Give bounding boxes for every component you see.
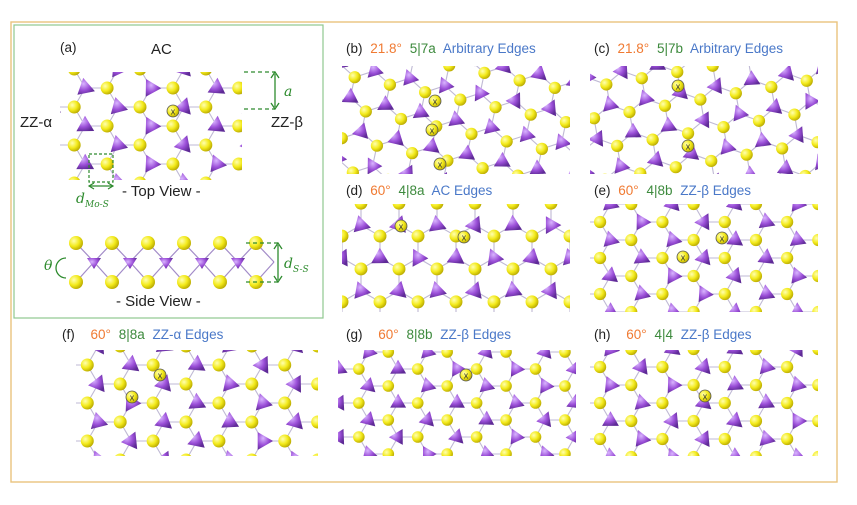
panel-d-angle: 60° (370, 183, 390, 198)
panel-c-defect-markers: xx (671, 79, 695, 153)
panel-b-edge: Arbitrary Edges (443, 41, 536, 56)
svg-text:x: x (686, 142, 691, 152)
panel-c-defect: 5|7b (657, 41, 683, 56)
panel-d-edge: AC Edges (432, 183, 493, 198)
panel-e-title: (e) 60° 4|8b ZZ-β Edges (594, 183, 751, 198)
svg-text:x: x (720, 234, 725, 244)
panel-g-defect: 8|8b (406, 327, 432, 342)
panel-c-angle: 21.8° (618, 41, 650, 56)
angle-symbol: θ (44, 258, 53, 274)
panel-h-defect-markers: x (698, 389, 712, 403)
bond-subscript: Mo-S (84, 200, 109, 210)
dim-a-arrowheads (270, 70, 280, 111)
height-subscript: S-S (293, 265, 309, 275)
svg-text:x: x (438, 160, 443, 170)
panel-b: (b) 21.8° 5|7a Arbitrary Edges x x x (342, 41, 570, 174)
panel-d-defect: 4|8a (398, 183, 425, 198)
panel-h-label: (h) (594, 327, 611, 342)
panel-a-label: (a) (60, 40, 77, 55)
lattice-constant-symbol: a (284, 84, 292, 100)
panel-f-defect-markers: xx (125, 368, 167, 404)
panel-d-lattice (342, 204, 570, 312)
panel-e-defect: 4|8b (646, 183, 672, 198)
panel-f-defect: 8|8a (119, 327, 146, 342)
panel-e-angle: 60° (618, 183, 638, 198)
svg-text:x: x (158, 371, 163, 381)
svg-text:x: x (433, 97, 438, 107)
svg-text:x: x (171, 107, 176, 117)
ac-label: AC (151, 41, 172, 58)
panel-c-lattice (590, 66, 818, 174)
panel-b-label: (b) (346, 41, 363, 56)
svg-text:x: x (462, 233, 467, 243)
panel-f-angle: 60° (91, 327, 111, 342)
top-view-lattice (60, 72, 242, 180)
svg-text:x: x (399, 222, 404, 232)
panel-h-edge: ZZ-β Edges (681, 327, 752, 342)
panel-e: (e) 60° 4|8b ZZ-β Edges xx (590, 183, 818, 312)
panel-g-angle: 60° (378, 327, 398, 342)
svg-text:x: x (130, 393, 135, 403)
bond-arrowheads (87, 182, 115, 190)
svg-text:x: x (676, 82, 681, 92)
panel-g-label: (g) (346, 327, 363, 342)
panel-c-edge: Arbitrary Edges (690, 41, 783, 56)
side-view-lattice (69, 236, 275, 289)
svg-text:x: x (681, 253, 686, 263)
panel-h-title: (h) 60° 4|4 ZZ-β Edges (594, 327, 752, 342)
panel-b-defect-markers: x x x (425, 94, 447, 171)
panel-c: (c) 21.8° 5|7b Arbitrary Edges xx (590, 41, 818, 174)
panel-e-edge: ZZ-β Edges (680, 183, 751, 198)
panel-d-title: (d) 60° 4|8a AC Edges (346, 183, 493, 198)
zz-alpha-label: ZZ-α (20, 114, 52, 131)
panel-e-defect-markers: xx (676, 231, 729, 264)
panel-a-frame (13, 24, 324, 319)
top-view-defect-markers: x (166, 104, 180, 118)
outer-frame (10, 21, 838, 483)
top-view-caption: - Top View - (122, 183, 201, 200)
panel-b-title: (b) 21.8° 5|7a Arbitrary Edges (346, 41, 536, 56)
panel-h-angle: 60° (626, 327, 646, 342)
zz-beta-label: ZZ-β (271, 114, 303, 131)
bond-symbol: d (76, 191, 85, 207)
panel-f-edge: ZZ-α Edges (153, 327, 224, 342)
panel-c-title: (c) 21.8° 5|7b Arbitrary Edges (594, 41, 783, 56)
panel-f-title: (f) 60° 8|8a ZZ-α Edges (62, 327, 224, 342)
panel-g-defect-markers: x (459, 368, 473, 382)
panel-e-label: (e) (594, 183, 611, 198)
svg-text:x: x (703, 392, 708, 402)
panel-c-label: (c) (594, 41, 610, 56)
panel-e-lattice (590, 204, 818, 312)
panel-h-defect: 4|4 (654, 327, 673, 342)
panel-g-edge: ZZ-β Edges (440, 327, 511, 342)
panel-g-title: (g) 60° 8|8b ZZ-β Edges (346, 327, 511, 342)
panel-f-label: (f) (62, 327, 75, 342)
svg-text:x: x (430, 126, 435, 136)
panel-b-angle: 21.8° (370, 41, 402, 56)
panel-b-defect: 5|7a (410, 41, 437, 56)
panel-d-label: (d) (346, 183, 363, 198)
panel-g: (g) 60° 8|8b ZZ-β Edges x (338, 327, 576, 456)
panel-h-lattice (590, 350, 818, 456)
side-view-caption: - Side View - (116, 293, 201, 310)
panel-g-lattice (338, 350, 576, 456)
dss-arrowheads (273, 241, 283, 284)
panel-a: (a) AC ZZ-α ZZ-β x a d Mo-S - Top View -… (20, 40, 309, 310)
height-symbol: d (284, 256, 293, 272)
panel-f: (f) 60° 8|8a ZZ-α Edges xx (62, 327, 318, 456)
svg-text:x: x (464, 371, 469, 381)
panel-d: (d) 60° 4|8a AC Edges xx (342, 183, 570, 312)
panel-d-defect-markers: xx (394, 219, 471, 244)
panel-f-lattice (76, 350, 318, 456)
panel-h: (h) 60° 4|4 ZZ-β Edges x (590, 327, 818, 456)
angle-arc (55, 257, 67, 279)
bond-box (88, 153, 114, 183)
panel-b-lattice (342, 66, 570, 174)
